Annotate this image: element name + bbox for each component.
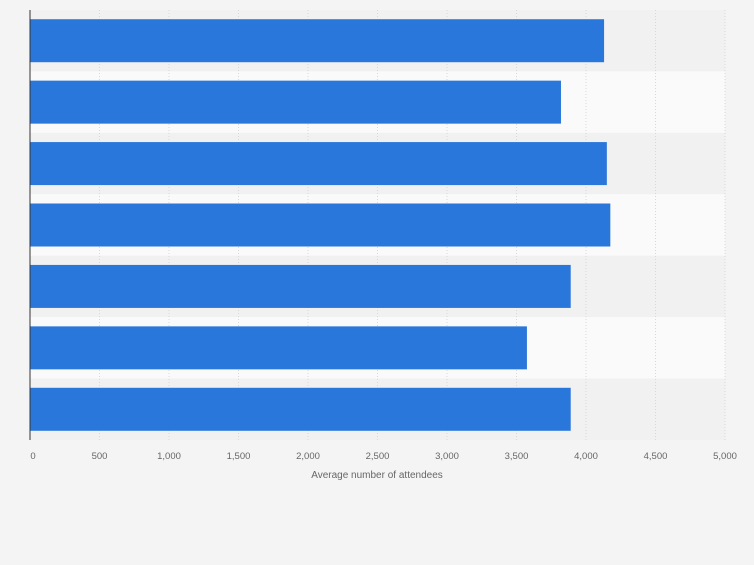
x-tick-label: 1,500	[227, 451, 251, 462]
bars	[30, 19, 611, 431]
x-tick-label: 500	[92, 451, 108, 462]
bar[interactable]	[30, 80, 561, 124]
x-tick-label: 3,000	[435, 451, 459, 462]
bar[interactable]	[30, 19, 605, 63]
bar[interactable]	[30, 203, 611, 247]
bar[interactable]	[30, 142, 607, 186]
x-tick-label: 2,500	[366, 451, 390, 462]
bar[interactable]	[30, 264, 571, 308]
x-tick-label: 1,000	[157, 451, 181, 462]
x-tick-label: 3,500	[505, 451, 529, 462]
x-tick-label: 0	[30, 451, 35, 462]
bar[interactable]	[30, 387, 571, 431]
x-tick-label: 4,500	[644, 451, 668, 462]
bar[interactable]	[30, 326, 527, 370]
x-tick-label: 2,000	[296, 451, 320, 462]
x-tick-labels: 0 500 1,000 1,500 2,000 2,500 3,000 3,500 4,000 4…	[30, 451, 737, 462]
x-tick-label: 5,000	[713, 451, 737, 462]
x-axis-title: Average number of attendees	[311, 470, 443, 481]
x-tick-label: 4,000	[574, 451, 598, 462]
